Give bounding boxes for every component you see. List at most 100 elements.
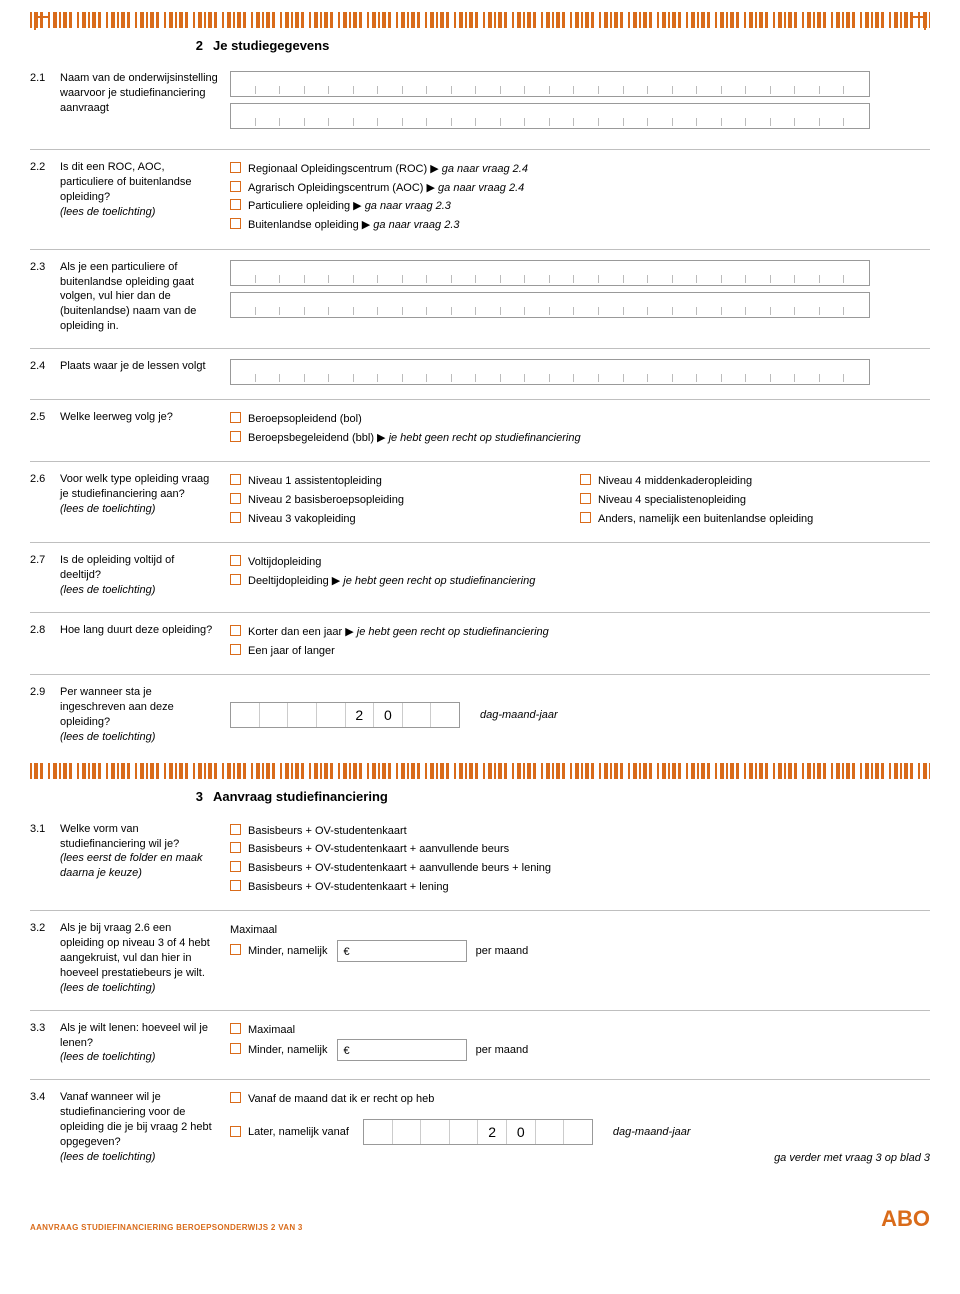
q-label: Welke leerweg volg je? <box>60 410 230 447</box>
opt-niveau2[interactable]: Niveau 2 basisberoepsopleiding <box>230 491 580 510</box>
opt-niveau4s[interactable]: Niveau 4 specialistenopleiding <box>580 491 930 510</box>
opt-text: Agrarisch Opleidingscentrum (AOC) <box>248 182 427 194</box>
opt-text: Deeltijdopleiding <box>248 575 332 587</box>
q-num: 2.5 <box>30 410 60 447</box>
arrow-icon: ▶ <box>345 626 357 638</box>
opt-text: Basisbeurs + OV-studentenkaart <box>248 825 407 837</box>
q-num: 3.2 <box>30 921 60 995</box>
opt-lenen-max[interactable]: Maximaal <box>230 1021 930 1040</box>
q-label: Welke vorm van studiefinanciering wil je… <box>60 822 230 897</box>
checkbox-icon[interactable] <box>580 512 591 523</box>
opt-roc[interactable]: Regionaal Opleidingscentrum (ROC) ▶ ga n… <box>230 160 930 179</box>
opt-minder[interactable]: Minder, namelijk € per maand <box>230 940 930 962</box>
opt-aoc[interactable]: Agrarisch Opleidingscentrum (AOC) ▶ ga n… <box>230 179 930 198</box>
checkbox-icon[interactable] <box>230 512 241 523</box>
opleiding-naam-line1[interactable] <box>230 260 870 286</box>
opleiding-naam-line2[interactable] <box>230 292 870 318</box>
arrow-icon: ▶ <box>332 575 344 587</box>
opt-buitenland[interactable]: Buitenlandse opleiding ▶ ga naar vraag 2… <box>230 216 930 235</box>
checkbox-icon[interactable] <box>230 1092 241 1103</box>
opt-particulier[interactable]: Particuliere opleiding ▶ ga naar vraag 2… <box>230 197 930 216</box>
q-num: 3.1 <box>30 822 60 897</box>
q-num: 2.4 <box>30 359 60 385</box>
checkbox-icon[interactable] <box>230 1043 241 1054</box>
section-title: Aanvraag studiefinanciering <box>213 789 388 804</box>
checkbox-icon[interactable] <box>230 218 241 229</box>
section-num: 2 <box>185 38 203 53</box>
checkbox-icon[interactable] <box>230 412 241 423</box>
checkbox-icon[interactable] <box>580 493 591 504</box>
checkbox-icon[interactable] <box>230 474 241 485</box>
question-2-3: 2.3 Als je een particuliere of buitenlan… <box>30 250 930 349</box>
q-label-text: Vanaf wanneer wil je studiefinanciering … <box>60 1091 212 1148</box>
checkbox-icon[interactable] <box>230 1126 241 1137</box>
q-hint: (lees eerst de folder en maak daarna je … <box>60 852 202 879</box>
section-2-header: 2 Je studiegegevens <box>185 38 930 53</box>
per-maand-label: per maand <box>476 1044 529 1056</box>
opt-goto: ga naar vraag 2.4 <box>438 182 524 194</box>
q-hint: (lees de toelichting) <box>60 206 155 218</box>
q-label-text: Als je wilt lenen: hoeveel wil je lenen? <box>60 1022 208 1049</box>
checkbox-icon[interactable] <box>230 181 241 192</box>
opt-text: Anders, namelijk een buitenlandse opleid… <box>598 513 813 525</box>
opt-note: je hebt geen recht op studiefinanciering <box>389 432 581 444</box>
checkbox-icon[interactable] <box>230 625 241 636</box>
checkbox-icon[interactable] <box>230 555 241 566</box>
q-label: Is de opleiding voltijd of deeltijd? (le… <box>60 553 230 598</box>
checkbox-icon[interactable] <box>230 842 241 853</box>
prestatiebeurs-bedrag[interactable]: € <box>337 940 467 962</box>
opt-basis-ov[interactable]: Basisbeurs + OV-studentenkaart <box>230 822 930 841</box>
opt-niveau4m[interactable]: Niveau 4 middenkaderopleiding <box>580 472 930 491</box>
arrow-icon: ▶ <box>362 219 374 231</box>
checkbox-icon[interactable] <box>230 199 241 210</box>
start-datum[interactable]: 20 <box>363 1119 593 1145</box>
opt-langer[interactable]: Een jaar of langer <box>230 642 930 661</box>
opt-basis-ov-aanv[interactable]: Basisbeurs + OV-studentenkaart + aanvull… <box>230 840 930 859</box>
opt-deeltijd[interactable]: Deeltijdopleiding ▶ je hebt geen recht o… <box>230 572 930 591</box>
opt-voltijd[interactable]: Voltijdopleiding <box>230 553 930 572</box>
checkbox-icon[interactable] <box>230 431 241 442</box>
question-3-1: 3.1 Welke vorm van studiefinanciering wi… <box>30 812 930 912</box>
footer-left: AANVRAAG STUDIEFINANCIERING BEROEPSONDER… <box>30 1223 303 1232</box>
q-label: Per wanneer sta je ingeschreven aan deze… <box>60 685 230 744</box>
opt-niveau3[interactable]: Niveau 3 vakopleiding <box>230 510 580 529</box>
question-2-5: 2.5 Welke leerweg volg je? Beroepsopleid… <box>30 400 930 462</box>
checkbox-icon[interactable] <box>230 493 241 504</box>
q-num: 2.9 <box>30 685 60 744</box>
question-2-2: 2.2 Is dit een ROC, AOC, particuliere of… <box>30 150 930 250</box>
q-num: 2.3 <box>30 260 60 334</box>
checkbox-icon[interactable] <box>580 474 591 485</box>
checkbox-icon[interactable] <box>230 644 241 655</box>
checkbox-icon[interactable] <box>230 861 241 872</box>
institution-name-line1[interactable] <box>230 71 870 97</box>
checkbox-icon[interactable] <box>230 880 241 891</box>
opt-maximaal[interactable]: Maximaal <box>230 921 930 940</box>
lening-bedrag[interactable]: € <box>337 1039 467 1061</box>
opt-text: Basisbeurs + OV-studentenkaart + aanvull… <box>248 862 551 874</box>
opt-text: Niveau 4 specialistenopleiding <box>598 494 746 506</box>
arrow-icon: ▶ <box>377 432 389 444</box>
opt-vanaf-recht[interactable]: Vanaf de maand dat ik er recht op heb <box>230 1090 930 1109</box>
q-label: Naam van de onderwijsinstelling waarvoor… <box>60 71 230 135</box>
opt-korter[interactable]: Korter dan een jaar ▶ je hebt geen recht… <box>230 623 930 642</box>
opt-basis-ov-lening[interactable]: Basisbeurs + OV-studentenkaart + lening <box>230 878 930 897</box>
opt-later[interactable]: Later, namelijk vanaf 20 dag-maand-jaar <box>230 1119 930 1145</box>
opt-bbl[interactable]: Beroepsbegeleidend (bbl) ▶ je hebt geen … <box>230 429 930 448</box>
q-hint: (lees de toelichting) <box>60 731 155 743</box>
q-label: Als je bij vraag 2.6 een opleiding op ni… <box>60 921 230 995</box>
question-2-6: 2.6 Voor welk type opleiding vraag je st… <box>30 462 930 543</box>
checkbox-icon[interactable] <box>230 944 241 955</box>
opt-niveau1[interactable]: Niveau 1 assistentopleiding <box>230 472 580 491</box>
q-label-text: Is dit een ROC, AOC, particuliere of bui… <box>60 161 191 203</box>
checkbox-icon[interactable] <box>230 824 241 835</box>
checkbox-icon[interactable] <box>230 574 241 585</box>
opt-basis-ov-aanv-lening[interactable]: Basisbeurs + OV-studentenkaart + aanvull… <box>230 859 930 878</box>
opt-lenen-minder[interactable]: Minder, namelijk € per maand <box>230 1039 930 1061</box>
opt-anders[interactable]: Anders, namelijk een buitenlandse opleid… <box>580 510 930 529</box>
checkbox-icon[interactable] <box>230 1023 241 1034</box>
checkbox-icon[interactable] <box>230 162 241 173</box>
inschrijf-datum[interactable]: 20 <box>230 702 460 728</box>
plaats-input[interactable] <box>230 359 870 385</box>
opt-bol[interactable]: Beroepsopleidend (bol) <box>230 410 930 429</box>
institution-name-line2[interactable] <box>230 103 870 129</box>
